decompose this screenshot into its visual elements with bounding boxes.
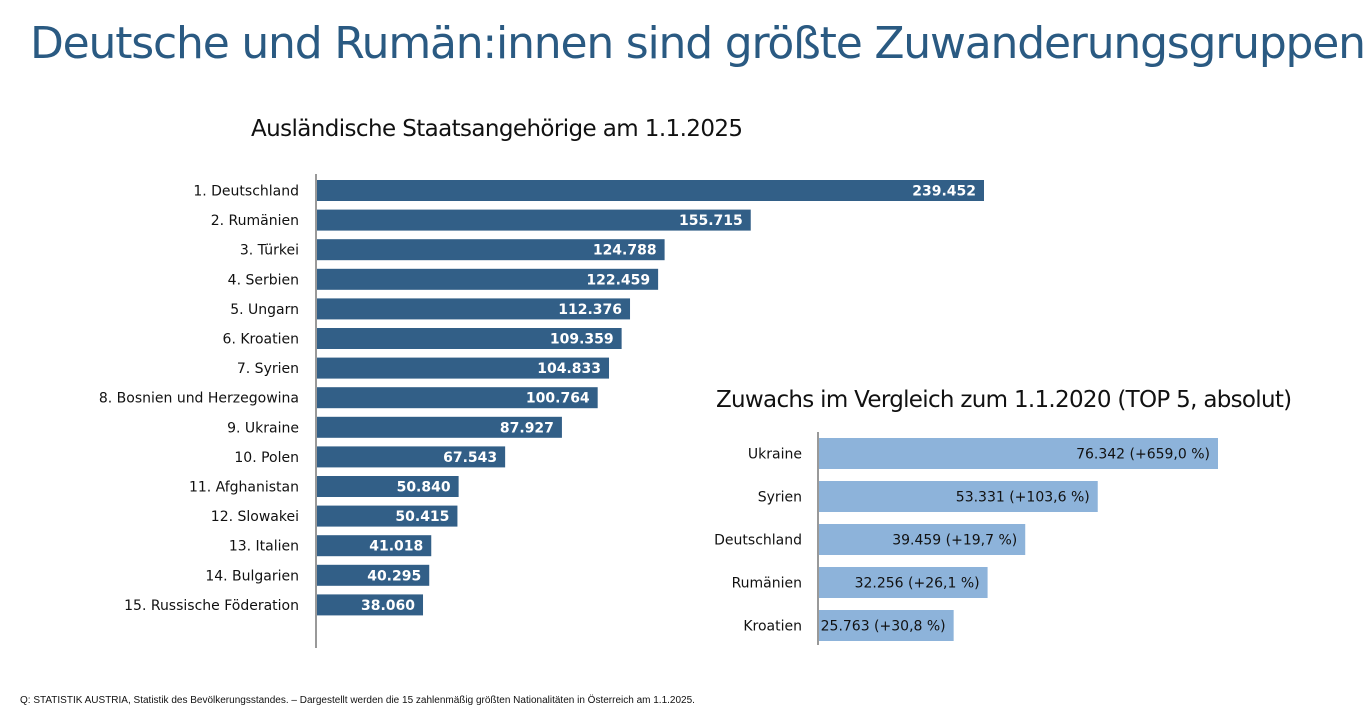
main-category-label: 14. Bulgarien: [205, 568, 299, 584]
main-category-label: 1. Deutschland: [193, 184, 299, 200]
chart-title-main: Ausländische Staatsangehörige am 1.1.202…: [251, 116, 743, 142]
growth-bar-1: [819, 438, 1218, 469]
main-value-label: 40.295: [367, 568, 421, 584]
main-category-label: 12. Slowakei: [211, 509, 299, 525]
main-value-label: 122.459: [586, 272, 650, 288]
main-bar-6: [317, 328, 622, 349]
main-category-label: 4. Serbien: [228, 272, 299, 288]
main-bar-3: [317, 239, 665, 261]
main-bar-8: [317, 387, 598, 409]
main-value-label: 41.018: [369, 539, 423, 555]
main-category-label: 9. Ukraine: [227, 420, 299, 436]
main-bar-13: [317, 535, 432, 557]
main-bar-14: [317, 564, 430, 586]
main-category-label: 5. Ungarn: [230, 302, 299, 318]
growth-value-label: 39.459 (+19,7 %): [892, 533, 1017, 549]
main-bar-11: [317, 476, 459, 497]
main-bar-7: [317, 357, 610, 379]
main-category-label: 6. Kroatien: [223, 332, 299, 348]
growth-bar-2: [819, 481, 1098, 512]
growth-category-label: Syrien: [758, 490, 802, 506]
main-bar-4: [317, 268, 659, 290]
main-bar-15: [317, 594, 424, 616]
growth-value-label: 32.256 (+26,1 %): [855, 576, 980, 592]
growth-category-label: Ukraine: [748, 447, 802, 463]
main-value-label: 50.840: [397, 480, 451, 496]
main-bar-5: [317, 298, 631, 320]
main-category-label: 8. Bosnien und Herzegowina: [99, 391, 299, 407]
main-bar-10: [317, 446, 506, 468]
main-value-label: 109.359: [550, 332, 614, 348]
main-value-label: 67.543: [443, 450, 497, 466]
main-value-label: 155.715: [679, 213, 743, 229]
growth-category-label: Rumänien: [732, 576, 802, 592]
main-bar-12: [317, 505, 458, 527]
main-bar-1: [317, 180, 984, 201]
growth-category-label: Kroatien: [743, 619, 802, 635]
main-value-label: 104.833: [537, 361, 601, 377]
growth-bar-4: [819, 567, 988, 598]
growth-value-label: 25.763 (+30,8 %): [821, 619, 946, 635]
main-category-label: 13. Italien: [229, 539, 299, 555]
growth-bar-5: [819, 610, 954, 641]
growth-bar-3: [819, 524, 1026, 555]
main-category-label: 3. Türkei: [240, 243, 299, 259]
growth-value-label: 53.331 (+103,6 %): [956, 490, 1090, 506]
main-value-label: 112.376: [558, 302, 622, 318]
main-value-label: 38.060: [361, 598, 415, 614]
growth-category-label: Deutschland: [714, 533, 802, 549]
main-value-label: 239.452: [912, 184, 976, 200]
main-bar-9: [317, 416, 562, 438]
main-value-label: 87.927: [500, 420, 554, 436]
main-value-label: 124.788: [593, 243, 657, 259]
main-value-label: 100.764: [526, 391, 590, 407]
main-category-label: 15. Russische Föderation: [124, 598, 299, 614]
main-category-label: 11. Afghanistan: [189, 480, 299, 496]
main-value-label: 50.415: [395, 509, 449, 525]
chart-title-growth: Zuwachs im Vergleich zum 1.1.2020 (TOP 5…: [716, 387, 1292, 413]
growth-value-label: 76.342 (+659,0 %): [1076, 447, 1210, 463]
main-category-label: 10. Polen: [234, 450, 299, 466]
main-category-label: 2. Rumänien: [211, 213, 299, 229]
main-bar-2: [317, 209, 751, 231]
main-category-label: 7. Syrien: [237, 361, 299, 377]
page-title: Deutsche und Rumän:innen sind größte Zuw…: [30, 18, 1363, 69]
source-note: Q: STATISTIK AUSTRIA, Statistik des Bevö…: [20, 695, 695, 706]
